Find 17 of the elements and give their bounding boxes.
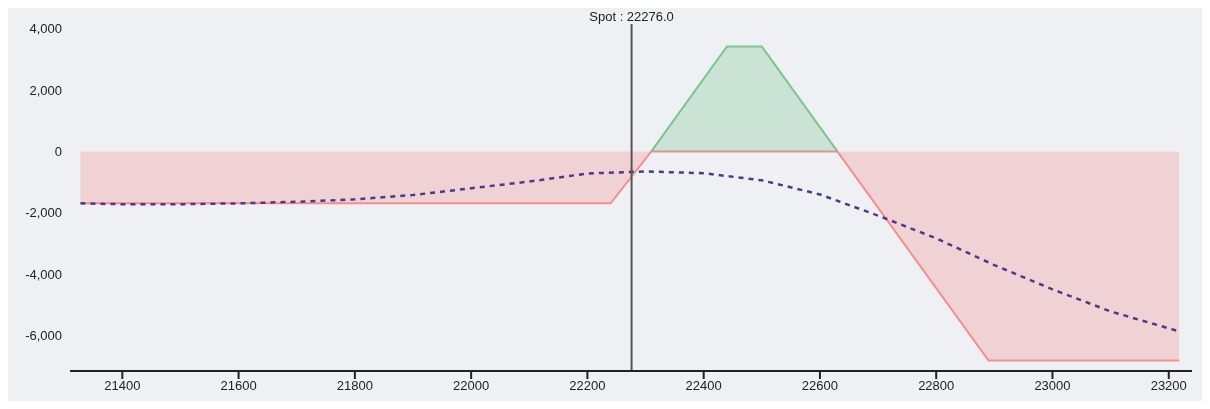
x-tick-label: 23200: [1150, 378, 1187, 394]
x-tick-label: 21600: [220, 378, 257, 394]
x-tick-label: 22000: [453, 378, 490, 394]
y-tick-label: -4,000: [25, 266, 62, 282]
x-tick-label: 21400: [104, 378, 141, 394]
x-tick-label: 22600: [801, 378, 839, 394]
x-tick-label: 22200: [569, 378, 606, 394]
x-tick-label: 23000: [1034, 378, 1071, 394]
x-tick-label: 22800: [918, 378, 955, 394]
ref-line-label: Spot : 22276.0: [589, 9, 674, 24]
y-tick-label: -6,000: [25, 328, 62, 344]
y-tick-label: 4,000: [29, 21, 62, 37]
y-tick-label: -2,000: [25, 205, 62, 221]
y-tick-label: 2,000: [29, 82, 62, 98]
x-tick-label: 21800: [336, 378, 373, 394]
x-tick-label: 22400: [685, 378, 722, 394]
y-tick-label: 0: [54, 144, 62, 160]
